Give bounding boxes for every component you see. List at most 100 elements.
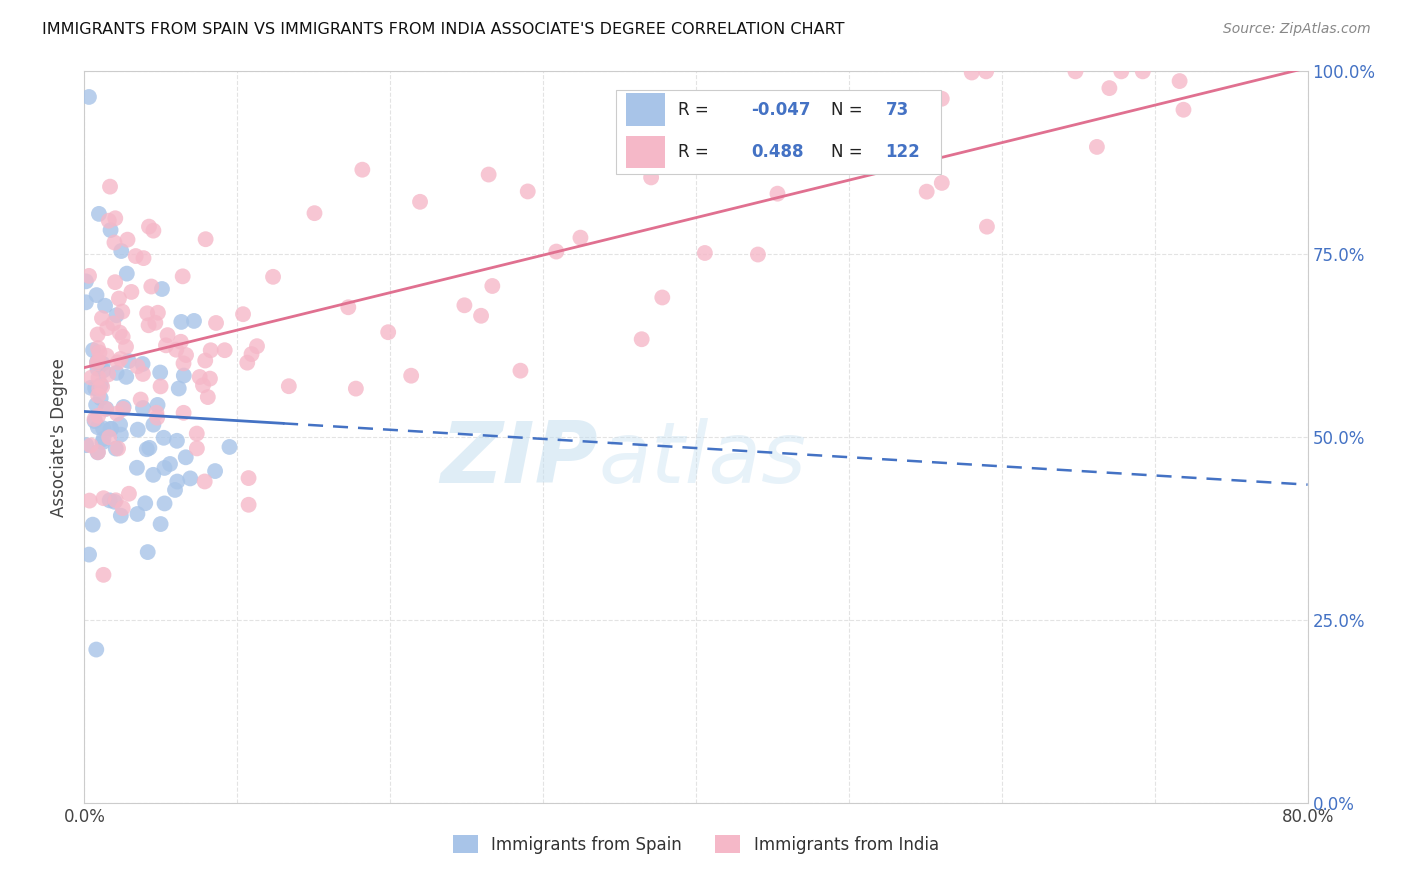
Point xyxy=(97,368,120,382)
Point xyxy=(77,548,100,562)
Point xyxy=(79,493,101,508)
Text: R =: R = xyxy=(678,143,709,161)
Point xyxy=(105,366,128,380)
Point xyxy=(159,457,181,471)
Point xyxy=(155,338,177,352)
Point xyxy=(197,390,219,404)
Text: 122: 122 xyxy=(886,143,921,161)
Point xyxy=(112,400,135,414)
Point xyxy=(110,244,132,258)
Point xyxy=(974,64,997,78)
Point xyxy=(127,423,149,437)
Point xyxy=(96,401,118,416)
Point xyxy=(747,247,769,261)
Point xyxy=(86,288,108,302)
Point xyxy=(766,186,789,201)
Point xyxy=(75,274,97,288)
FancyBboxPatch shape xyxy=(616,90,941,174)
Point xyxy=(100,422,122,436)
Point xyxy=(115,340,138,354)
Point xyxy=(569,230,592,244)
Point xyxy=(409,194,432,209)
Point xyxy=(142,417,165,432)
Point xyxy=(240,347,263,361)
Point xyxy=(83,414,105,428)
Point xyxy=(115,267,138,281)
Point xyxy=(115,369,138,384)
Point xyxy=(87,445,110,459)
Point xyxy=(96,321,118,335)
Point xyxy=(107,355,129,369)
Point xyxy=(142,467,165,482)
Point xyxy=(91,357,114,371)
Point xyxy=(179,471,201,485)
Point xyxy=(77,90,100,104)
Point xyxy=(84,642,107,657)
Point xyxy=(651,291,673,305)
Point xyxy=(344,382,367,396)
Point xyxy=(630,332,652,346)
Point xyxy=(97,213,120,227)
Point xyxy=(236,356,259,370)
Point xyxy=(146,398,169,412)
Point xyxy=(118,487,141,501)
Point xyxy=(173,406,195,420)
Point xyxy=(136,545,159,559)
Point xyxy=(693,246,716,260)
Point xyxy=(91,311,114,326)
Point xyxy=(87,445,110,459)
Point xyxy=(170,334,193,349)
Point xyxy=(86,355,108,369)
Point xyxy=(132,401,155,415)
Point xyxy=(104,275,127,289)
Point xyxy=(132,367,155,381)
Point xyxy=(82,343,104,358)
Point xyxy=(183,314,205,328)
Point xyxy=(75,438,97,452)
Point xyxy=(194,232,217,246)
Point xyxy=(86,327,108,342)
Point xyxy=(166,434,188,448)
Point xyxy=(87,370,110,384)
Point xyxy=(127,359,149,374)
Text: -0.047: -0.047 xyxy=(751,101,810,119)
Point xyxy=(146,306,169,320)
Point xyxy=(96,349,118,363)
Point xyxy=(138,318,160,333)
Point xyxy=(167,382,190,396)
Point xyxy=(117,354,139,368)
Point xyxy=(98,179,121,194)
Point xyxy=(111,501,134,516)
Point xyxy=(186,442,208,456)
Point xyxy=(90,377,112,392)
Point xyxy=(204,464,226,478)
Point xyxy=(89,345,111,359)
Point xyxy=(117,233,139,247)
Point xyxy=(86,356,108,370)
Point xyxy=(186,426,208,441)
Point xyxy=(108,292,131,306)
Point xyxy=(166,475,188,489)
Point xyxy=(93,491,115,506)
Point xyxy=(100,422,122,436)
Point xyxy=(1085,140,1108,154)
Text: Source: ZipAtlas.com: Source: ZipAtlas.com xyxy=(1223,22,1371,37)
Point xyxy=(156,328,179,343)
Point xyxy=(931,176,953,190)
Point xyxy=(80,381,103,395)
Point xyxy=(172,269,194,284)
Point xyxy=(84,381,107,395)
Text: 0.488: 0.488 xyxy=(751,143,803,161)
Point xyxy=(453,298,475,312)
Point xyxy=(84,398,107,412)
Point xyxy=(91,379,114,393)
Point xyxy=(105,407,128,421)
Point xyxy=(94,299,117,313)
Point xyxy=(138,441,160,455)
Point xyxy=(111,304,134,318)
Point xyxy=(238,498,260,512)
Point xyxy=(146,410,169,425)
Point xyxy=(98,493,121,508)
Point xyxy=(91,421,114,435)
Point xyxy=(1132,64,1154,78)
